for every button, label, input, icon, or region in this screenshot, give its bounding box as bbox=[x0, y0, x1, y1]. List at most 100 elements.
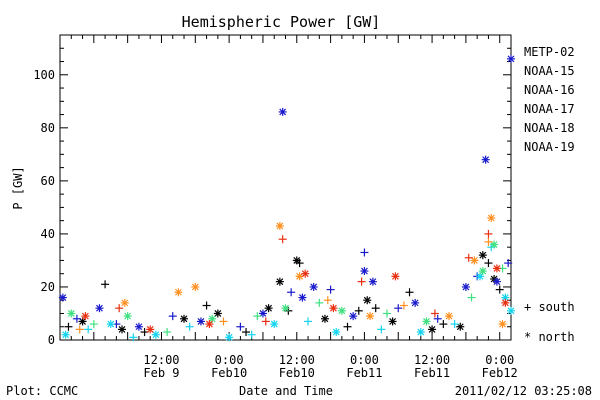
data-point bbox=[411, 298, 420, 307]
data-point bbox=[205, 320, 214, 329]
data-point bbox=[360, 248, 369, 257]
data-point bbox=[213, 309, 222, 318]
data-point bbox=[484, 259, 493, 268]
data-point bbox=[388, 317, 397, 326]
x-tick-date-label: Feb10 bbox=[279, 366, 315, 380]
data-point bbox=[478, 251, 487, 260]
data-point bbox=[323, 296, 332, 305]
data-point bbox=[490, 240, 499, 249]
data-point bbox=[428, 325, 437, 334]
data-point bbox=[484, 237, 493, 246]
data-point bbox=[174, 288, 183, 297]
data-point bbox=[261, 317, 270, 326]
y-tick-label: 20 bbox=[41, 280, 55, 294]
data-point bbox=[487, 214, 496, 222]
data-point bbox=[320, 314, 329, 323]
data-point bbox=[242, 328, 251, 337]
data-point bbox=[450, 320, 459, 329]
data-point bbox=[430, 309, 439, 318]
x-tick-time-label: 12:00 bbox=[414, 353, 450, 367]
data-point bbox=[399, 301, 408, 310]
marker-legend-entry: * north bbox=[524, 330, 575, 344]
data-point bbox=[464, 253, 473, 262]
x-tick-time-label: 12:00 bbox=[143, 353, 179, 367]
x-tick-date-label: Feb12 bbox=[482, 366, 518, 380]
legend-entry: NOAA-17 bbox=[524, 102, 575, 116]
data-point bbox=[354, 306, 363, 315]
x-tick-time-label: 12:00 bbox=[279, 353, 315, 367]
data-point bbox=[275, 277, 284, 286]
marker-legend-entry: + south bbox=[524, 300, 575, 314]
data-point bbox=[253, 312, 262, 321]
data-point bbox=[326, 285, 335, 294]
data-point bbox=[225, 333, 234, 342]
x-tick-time-label: 0:00 bbox=[350, 353, 379, 367]
data-point bbox=[360, 267, 369, 276]
data-point bbox=[185, 322, 194, 331]
data-point bbox=[507, 306, 515, 315]
y-axis: 0 20 40 60 80 100 bbox=[33, 34, 511, 347]
data-point bbox=[492, 277, 501, 286]
data-point bbox=[151, 330, 160, 339]
data-point bbox=[123, 312, 132, 321]
data-point bbox=[191, 282, 200, 291]
data-point bbox=[287, 288, 296, 297]
x-tick-date-label: Feb 9 bbox=[143, 366, 179, 380]
data-point bbox=[405, 288, 414, 297]
data-point bbox=[461, 282, 470, 291]
y-tick-label: 40 bbox=[41, 227, 55, 241]
data-point bbox=[481, 155, 490, 164]
data-point bbox=[120, 298, 129, 307]
data-point bbox=[467, 293, 476, 302]
data-point bbox=[115, 304, 124, 313]
data-point bbox=[168, 312, 177, 321]
legend-entry: NOAA-18 bbox=[524, 121, 575, 135]
y-tick-label: 0 bbox=[48, 333, 55, 347]
data-point bbox=[366, 312, 375, 321]
data-point bbox=[439, 320, 448, 329]
data-point bbox=[180, 314, 189, 323]
data-point bbox=[507, 54, 515, 63]
data-point bbox=[219, 317, 228, 326]
x-tick-date-label: Feb10 bbox=[211, 366, 247, 380]
x-axis-label: Date and Time bbox=[239, 384, 333, 398]
data-point bbox=[106, 320, 115, 329]
data-point bbox=[301, 269, 310, 278]
data-point bbox=[67, 309, 76, 318]
data-point bbox=[61, 330, 70, 339]
data-point bbox=[75, 325, 84, 334]
data-point bbox=[58, 293, 67, 302]
data-point bbox=[101, 280, 110, 289]
data-point bbox=[89, 320, 98, 329]
data-point bbox=[278, 107, 287, 116]
data-point bbox=[363, 296, 372, 305]
marker-legend: + south * north bbox=[524, 300, 575, 344]
data-point bbox=[72, 314, 81, 323]
data-point bbox=[357, 277, 366, 286]
x-tick-time-label: 0:00 bbox=[485, 353, 514, 367]
data-point bbox=[501, 298, 510, 307]
data-point bbox=[391, 272, 400, 281]
data-point bbox=[295, 259, 304, 268]
data-point bbox=[478, 267, 487, 276]
data-point bbox=[329, 304, 338, 313]
data-point bbox=[498, 320, 507, 329]
chart-title: Hemispheric Power [GW] bbox=[182, 13, 381, 31]
data-point bbox=[382, 309, 391, 318]
data-point bbox=[444, 312, 453, 321]
data-point bbox=[422, 317, 431, 326]
data-point bbox=[433, 314, 442, 323]
data-point bbox=[236, 322, 245, 331]
data-point bbox=[134, 322, 143, 331]
data-point bbox=[84, 325, 93, 334]
data-point bbox=[281, 304, 290, 313]
data-point bbox=[456, 322, 465, 331]
data-point bbox=[81, 312, 90, 321]
data-point bbox=[64, 322, 73, 331]
legend-entry: NOAA-16 bbox=[524, 83, 575, 97]
data-point bbox=[202, 301, 211, 310]
x-tick-date-label: Feb11 bbox=[346, 366, 382, 380]
plot-timestamp: 2011/02/12 03:25:08 bbox=[455, 384, 592, 398]
